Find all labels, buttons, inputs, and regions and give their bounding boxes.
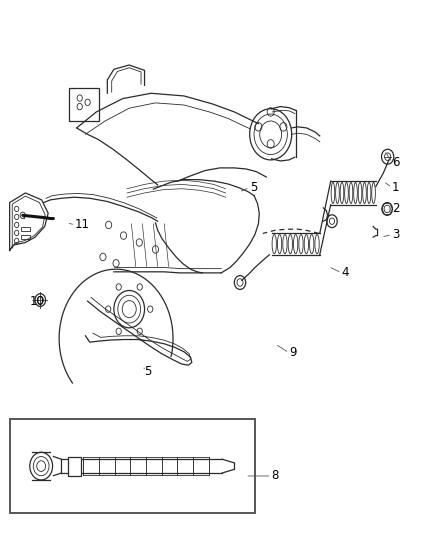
Text: 3: 3	[392, 228, 399, 241]
Text: 9: 9	[289, 346, 297, 359]
Text: 8: 8	[272, 470, 279, 482]
FancyBboxPatch shape	[69, 88, 99, 121]
Bar	[21, 235, 30, 239]
Bar	[10, 419, 255, 513]
Text: 5: 5	[145, 365, 152, 378]
Text: 6: 6	[392, 156, 399, 169]
Bar	[68, 456, 81, 475]
Bar	[21, 227, 30, 231]
Text: 4: 4	[342, 266, 349, 279]
Text: 11: 11	[74, 219, 89, 231]
Text: 2: 2	[392, 203, 399, 215]
Text: 10: 10	[30, 295, 45, 308]
Text: 1: 1	[392, 181, 399, 194]
Text: 5: 5	[250, 181, 257, 194]
